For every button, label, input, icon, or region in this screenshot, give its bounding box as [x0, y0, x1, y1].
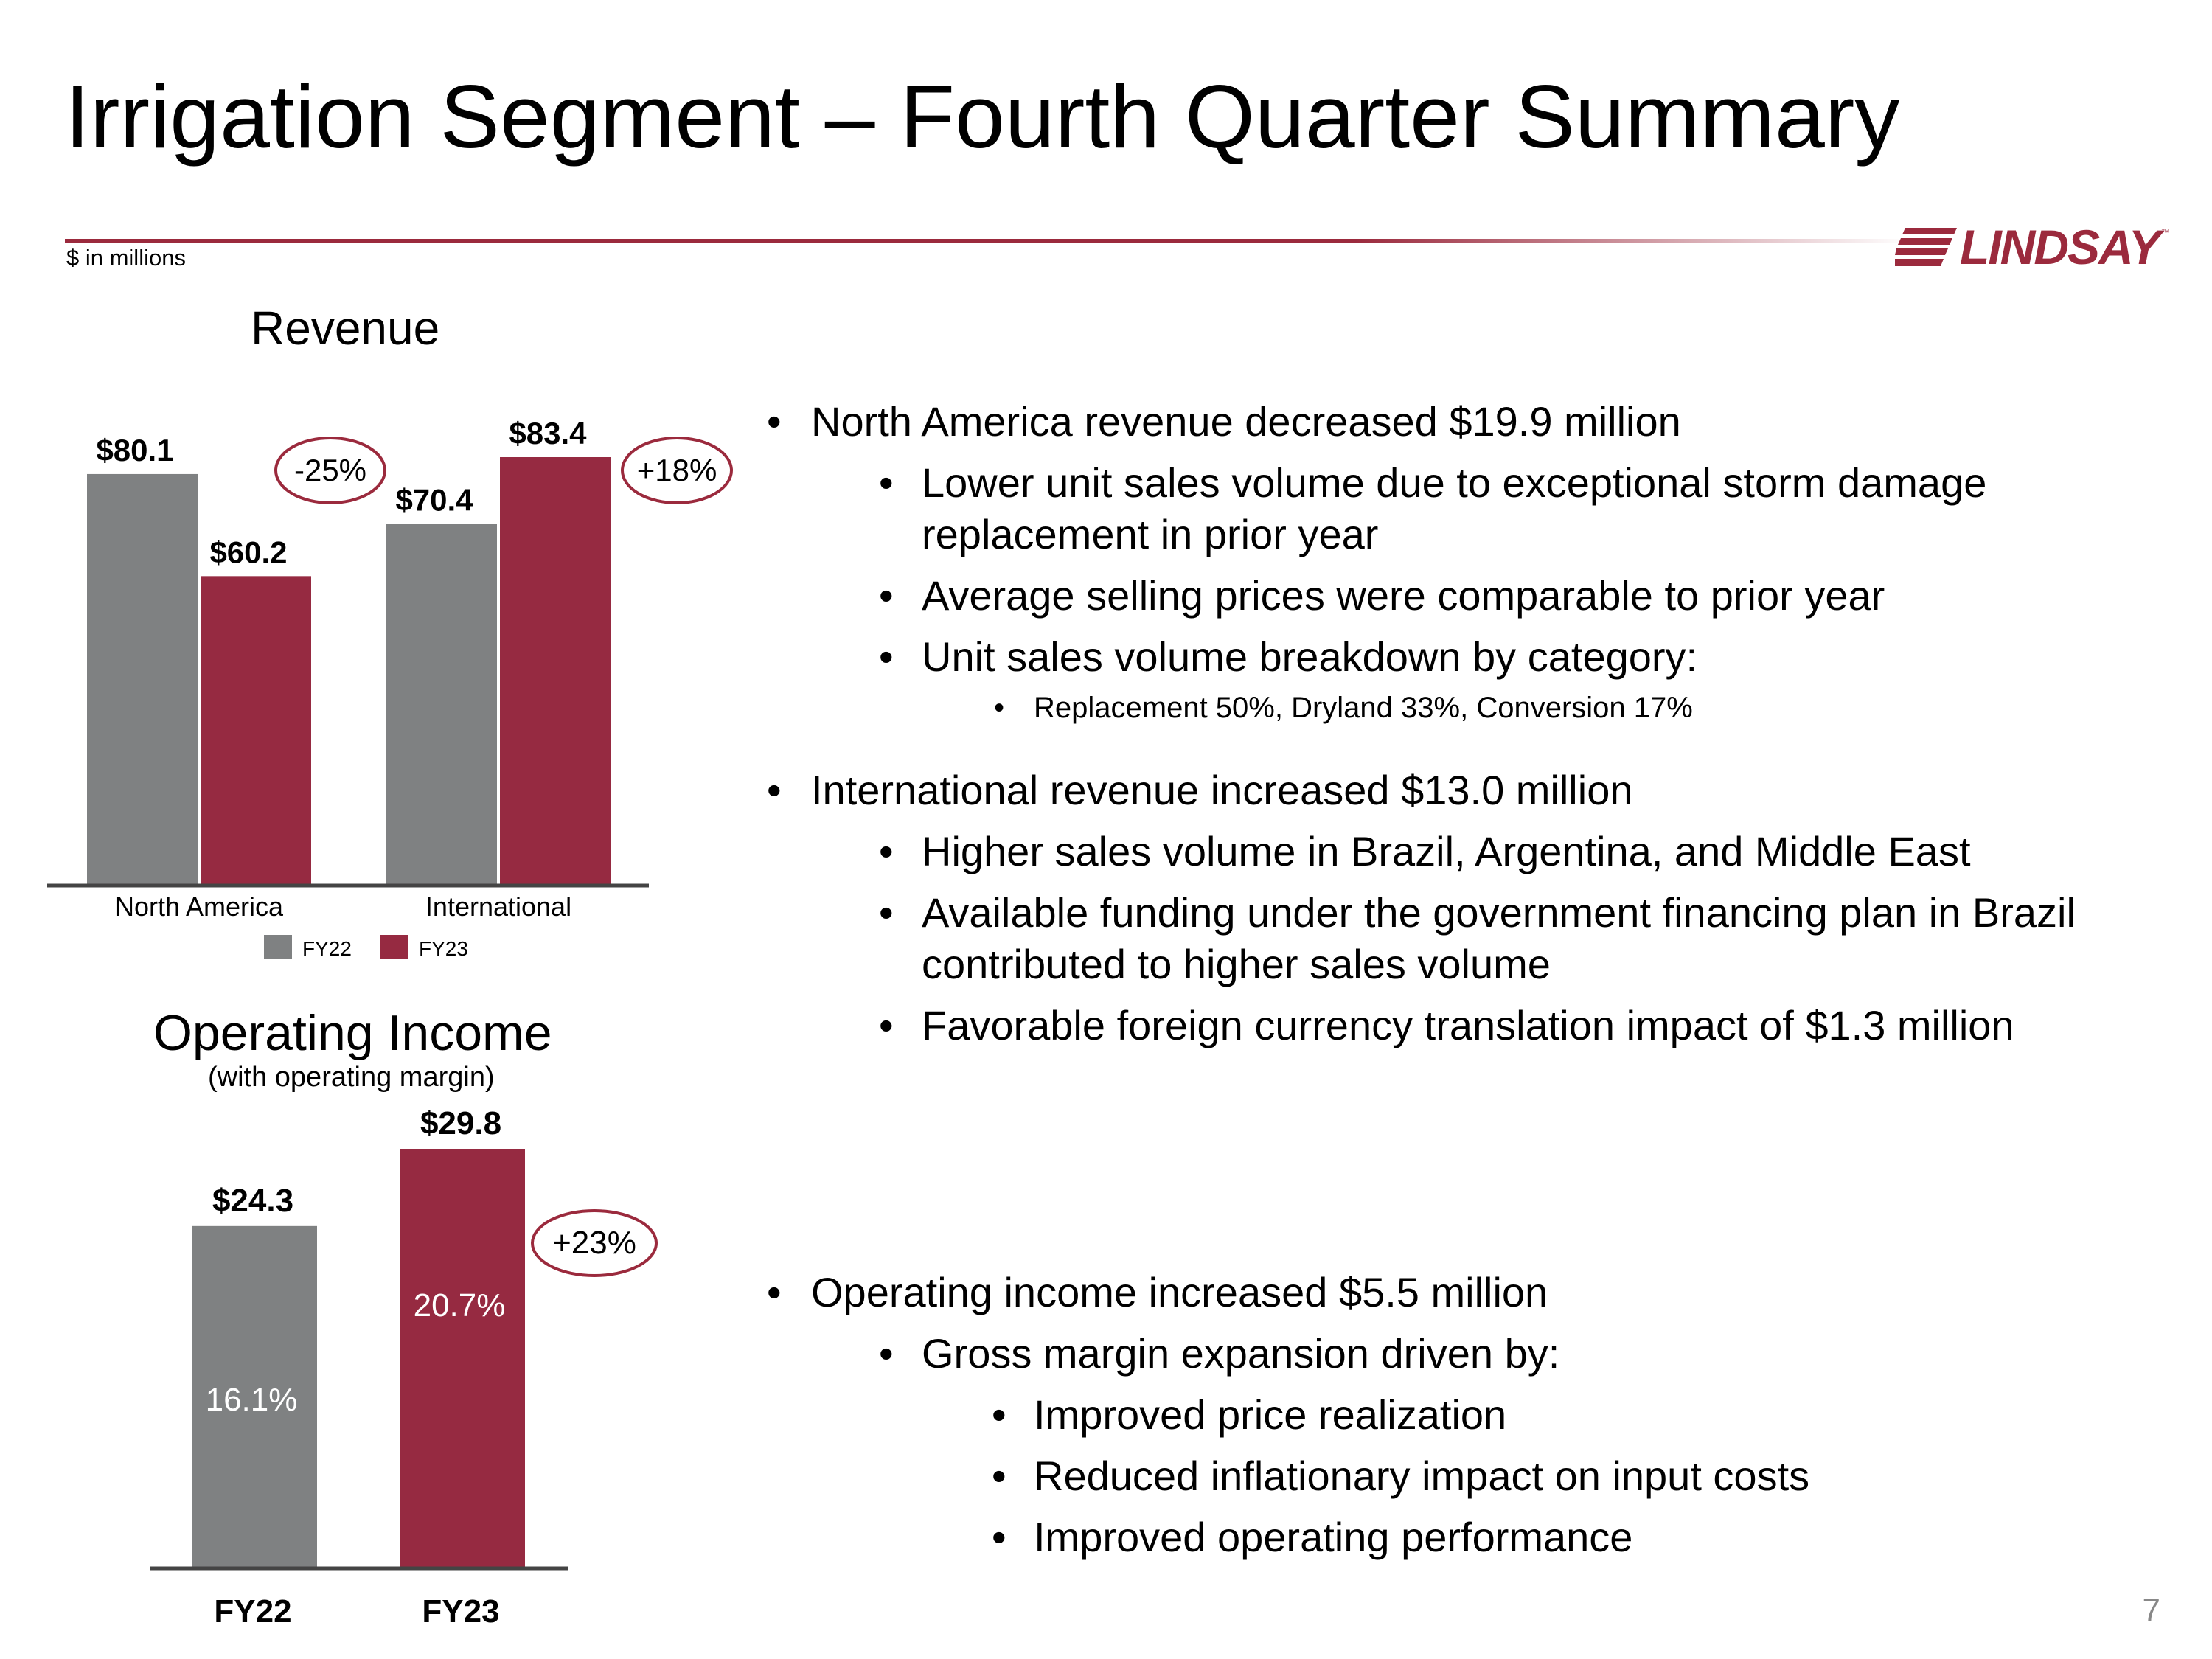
bullet-na-head: North America revenue decreased $19.9 mi…: [811, 398, 1681, 445]
bar-operating-income-fy23: [400, 1149, 525, 1568]
category-label: FY23: [422, 1593, 499, 1630]
bullet-dot: •: [879, 889, 894, 936]
lindsay-logo-icon: [1895, 228, 1957, 266]
bullet-op-d2: Reduced inflationary impact on input cos…: [1034, 1453, 1810, 1499]
bar-north-america-fy22: [87, 473, 198, 885]
bullet-na-sub1-line2: replacement in prior year: [922, 511, 1379, 557]
operating-income-chart-title: Operating Income: [153, 1005, 552, 1061]
bullet-op-d1: Improved price realization: [1034, 1391, 1507, 1438]
revenue-chart: $80.1 $60.2 North America $70.4 $83.4 Interna…: [47, 416, 733, 960]
change-label: -25%: [294, 453, 366, 487]
bullet-na-sub1-line1: Lower unit sales volume due to exception…: [922, 459, 1987, 506]
bullet-intl-sub2-line1: Available funding under the government f…: [922, 889, 2076, 936]
bullet-dot: •: [879, 572, 894, 619]
value-label: $60.2: [209, 535, 287, 569]
change-label: +18%: [637, 453, 717, 487]
header-rule: [65, 239, 1908, 243]
bar-north-america-fy23: [201, 576, 311, 885]
bullet-dot: •: [992, 1514, 1006, 1560]
change-ellipse: [531, 1209, 658, 1277]
bullet-intl-sub1: Higher sales volume in Brazil, Argentina…: [922, 828, 1971, 874]
bullet-na-sub3: Unit sales volume breakdown by category:: [922, 633, 1698, 680]
value-label: $80.1: [96, 433, 173, 467]
bullet-intl-sub2-line2: contributed to higher sales volume: [922, 941, 1551, 987]
logo-trademark: ™: [2160, 227, 2170, 237]
bar-international-fy22: [386, 524, 497, 885]
bullet-intl-head: International revenue increased $13.0 mi…: [811, 767, 1633, 813]
bar-international-fy23: [500, 457, 611, 885]
bullet-op-d3: Improved operating performance: [1034, 1514, 1633, 1560]
lindsay-logo: LINDSAY ™: [1895, 221, 2170, 273]
bullet-op-sub1: Gross margin expansion driven by:: [922, 1330, 1560, 1377]
change-label: +23%: [552, 1225, 636, 1261]
bullet-dot: •: [767, 398, 782, 445]
category-label: FY22: [214, 1593, 291, 1630]
category-label: North America: [115, 891, 284, 922]
units-note: $ in millions: [66, 245, 186, 271]
value-label: $83.4: [509, 416, 587, 451]
legend-swatch-fy23: [380, 935, 408, 959]
bullet-dot: •: [879, 1330, 894, 1377]
bullet-dot: •: [879, 459, 894, 506]
bullet-dot: •: [879, 633, 894, 680]
legend-label: FY23: [419, 937, 468, 960]
bullet-intl-sub3: Favorable foreign currency translation i…: [922, 1002, 2014, 1048]
bullet-dot: •: [879, 1002, 894, 1048]
legend-label: FY22: [302, 937, 352, 960]
bullet-dot: •: [994, 692, 1005, 724]
change-ellipse: [274, 437, 386, 504]
bullet-op-head: Operating income increased $5.5 million: [811, 1269, 1548, 1315]
slide-title: Irrigation Segment – Fourth Quarter Summ…: [65, 66, 1900, 167]
logo-wordmark: LINDSAY: [1960, 220, 2161, 274]
bullet-dot: •: [992, 1391, 1006, 1438]
margin-label: 16.1%: [206, 1382, 298, 1418]
value-label: $24.3: [212, 1183, 293, 1219]
legend-swatch-fy22: [264, 935, 292, 959]
bullet-dot: •: [992, 1453, 1006, 1499]
bullet-dot: •: [879, 828, 894, 874]
bullet-dot: •: [767, 1269, 782, 1315]
bar-operating-income-fy22: [192, 1225, 317, 1568]
operating-income-chart-subtitle: (with operating margin): [208, 1062, 495, 1093]
revenue-chart-title: Revenue: [251, 302, 440, 355]
operating-income-chart: $24.3 16.1% FY22 $29.8 20.7% FY23 +23%: [150, 1106, 658, 1630]
bullet-na-sub3-detail: Replacement 50%, Dryland 33%, Conversion…: [1034, 692, 1693, 724]
value-label: $70.4: [395, 482, 473, 517]
bullet-na-sub2: Average selling prices were comparable t…: [922, 572, 1885, 619]
margin-label: 20.7%: [414, 1287, 506, 1324]
change-ellipse: [621, 437, 733, 504]
value-label: $29.8: [420, 1106, 501, 1141]
page-number: 7: [2142, 1593, 2160, 1629]
category-label: International: [425, 891, 571, 922]
bullet-dot: •: [767, 767, 782, 813]
